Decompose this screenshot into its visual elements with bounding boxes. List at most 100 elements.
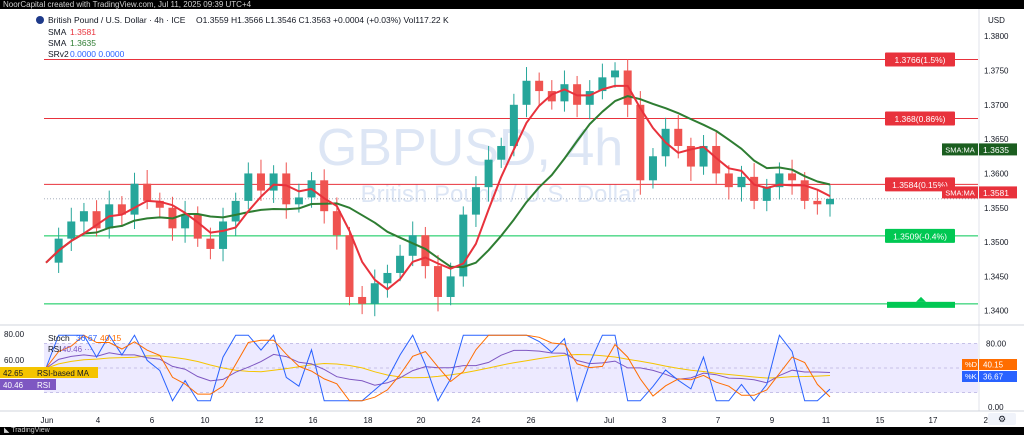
candle-body (750, 176, 759, 201)
rsi-ma-label: RSI-based MA (37, 369, 90, 378)
screenshot-caption: NoorCapital created with TradingView.com… (0, 0, 1024, 9)
osc-left-tick: 60.00 (4, 356, 25, 365)
level-label-box (885, 177, 955, 192)
footer-brand: TradingView (11, 427, 50, 434)
level-label-box (885, 111, 955, 126)
stoch-d-tag-box (962, 359, 978, 370)
candle-body (130, 183, 139, 215)
candle-body (396, 255, 405, 273)
candle-body (345, 235, 354, 297)
rsi-ma-line (45, 353, 831, 379)
price-tag-value: 1.3635 (983, 145, 1009, 155)
candle-body (67, 221, 76, 239)
price-tick-label: 1.3450 (984, 272, 1009, 281)
candle-body (155, 200, 164, 208)
time-tick-label: Jun (41, 416, 54, 425)
candle-body (471, 187, 480, 215)
price-tag-value-box (979, 186, 1017, 199)
legend-indicator-name: SMA (48, 38, 67, 48)
legend-symbol: British Pound / U.S. Dollar · 4h · ICE (48, 15, 186, 25)
legend-indicator-name: SRv2 (48, 49, 69, 59)
watermark-symbol: GBPUSD, 4h (317, 119, 623, 177)
candle-body (383, 272, 392, 284)
rsi-ma-label-box (34, 367, 98, 378)
candle-body (522, 80, 531, 105)
candle-body (547, 91, 556, 102)
time-tick-label: 15 (876, 416, 885, 425)
rsi-value: 40.46 (3, 381, 24, 390)
candle-body (282, 173, 291, 205)
osc-left-tick: 80.00 (4, 330, 25, 339)
rsi-label-box (34, 379, 56, 390)
candle-body (320, 180, 329, 212)
candle-body (92, 211, 101, 229)
level-label: 1.3584(0.15%) (892, 180, 948, 190)
legend-indicator-value: 0.0000 0.0000 (70, 49, 125, 59)
candle-body (459, 214, 468, 277)
candle-body (826, 198, 834, 205)
candle-body (143, 183, 152, 201)
stoch-k-value: 36.67 (76, 333, 98, 343)
level-label-box (885, 228, 955, 243)
stoch-d-value-box (979, 359, 1017, 370)
time-tick-label: 24 (472, 416, 481, 425)
level-label-box (885, 52, 955, 67)
time-tick-label: 20 (417, 416, 426, 425)
level-marker (887, 301, 955, 308)
watermark-description: British Pound / U.S. Dollar (361, 181, 640, 208)
candle-body (370, 283, 379, 304)
candle-body (636, 104, 645, 181)
time-tick-label: 6 (150, 416, 155, 425)
time-tick-label: 11 (822, 416, 831, 425)
candle-body (775, 173, 784, 188)
candle-body (674, 128, 683, 146)
price-tag-label-box (942, 143, 978, 156)
level-marker-arrow (916, 296, 926, 302)
legend-ohlc: O1.3559 H1.3566 L1.3546 C1.3563 +0.0004 … (196, 15, 449, 25)
candle-body (231, 200, 240, 222)
candle-body (611, 70, 620, 78)
candle-body (294, 197, 303, 205)
time-tick-label: 9 (770, 416, 775, 425)
gbp-flag-icon (36, 16, 44, 24)
legend-indicator-value: 1.3635 (70, 38, 96, 48)
candle-body (219, 221, 228, 249)
legend-indicator-value: 1.3581 (70, 27, 96, 37)
price-tag-label-box (942, 186, 978, 199)
time-tick-label: 10 (201, 416, 210, 425)
osc-right-tick: 80.00 (986, 339, 1007, 348)
sma-slow-line (45, 95, 831, 268)
candle-body (497, 145, 506, 160)
candle-body (244, 173, 253, 201)
candle-body (762, 187, 771, 201)
stoch-d-line (45, 334, 831, 402)
time-tick-label: 26 (527, 416, 536, 425)
chart-panel[interactable]: GBPUSD, 4h British Pound / U.S. Dollar 1.3… (0, 9, 1024, 427)
rsi-line (45, 349, 831, 386)
price-tick-label: 1.3500 (984, 238, 1009, 247)
chart-svg[interactable]: GBPUSD, 4h British Pound / U.S. Dollar 1.3… (0, 9, 1024, 427)
candle-body (686, 145, 695, 167)
time-tick-label: 4 (96, 416, 101, 425)
candle-body (813, 200, 822, 205)
price-tick-label: 1.3750 (984, 66, 1009, 75)
price-tag-label: SMA:MA (945, 145, 975, 154)
stoch-k-axis-value: 36.67 (983, 373, 1004, 382)
rsi-ma-value-box (0, 367, 34, 378)
rsi-legend-value: 40.46 ··· (62, 345, 92, 354)
candle-body (699, 145, 708, 167)
candle-body (193, 214, 202, 239)
legend-indicator-name: SMA (48, 27, 67, 37)
time-tick-label: 3 (662, 416, 667, 425)
candle-body (535, 80, 544, 92)
rsi-value-box (0, 379, 34, 390)
price-tick-label: 1.3650 (984, 135, 1009, 144)
stoch-d-value: 40.15 (100, 333, 122, 343)
price-tag-value: 1.3581 (983, 188, 1009, 198)
price-tick-label: 1.3800 (984, 32, 1009, 41)
stoch-k-line (45, 334, 831, 403)
candle-body (421, 235, 430, 267)
candle-body (332, 211, 341, 236)
candle-body (509, 104, 518, 146)
level-label: 1.3509(-0.4%) (893, 231, 947, 241)
